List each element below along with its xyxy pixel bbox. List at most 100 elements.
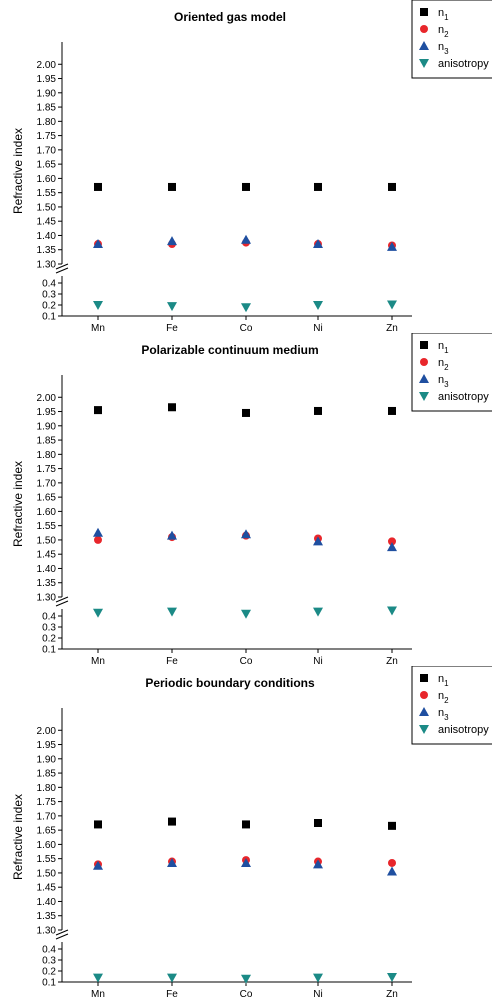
data-point-n2 [388,858,396,867]
data-point-n1 [94,182,102,191]
x-tick-label: Mn [91,656,105,666]
legend-marker-n1 [420,8,428,16]
data-point-n1 [94,820,102,829]
data-point-anisotropy [241,609,251,619]
y-tick-label: 1.45 [37,217,57,228]
data-point-n1 [168,817,176,826]
y-tick-label: 1.60 [37,840,57,851]
chart-svg-3: Periodic boundary conditions 1.30 1.35 1.40… [11,666,492,999]
x-tick-label: Fe [166,989,178,999]
y-tick-label: 1.55 [37,854,57,865]
chart-panel-1: Oriented gas model 1.30 1.35 1.40 1.45 1.50 1.… [0,0,492,333]
y-tick-label: 1.30 [37,593,57,604]
legend-marker-anisotropy [419,392,429,401]
y-tick-label: 0.2 [42,301,56,312]
y-tick-label: 1.50 [37,868,57,879]
y-axis-label: Refractive index [11,461,25,547]
y-tick-label: 1.50 [37,535,57,546]
data-point-anisotropy [387,973,397,983]
axis-break-mark [55,267,69,274]
chart-title: Polarizable continuum medium [141,343,318,357]
y-tick-label: 1.95 [37,740,57,751]
data-point-anisotropy [167,302,177,312]
y-tick-label: 1.30 [37,260,57,271]
data-point-n3 [241,857,251,867]
y-tick-label: 1.50 [37,202,57,213]
legend-marker-n2 [420,25,428,33]
legend-label-n3: n3 [438,374,449,389]
axis-break-mark [55,929,69,936]
y-tick-label: 1.65 [37,160,57,171]
data-point-n1 [242,408,250,417]
x-tick-label: Ni [313,323,322,333]
y-tick-label: 1.70 [37,145,57,156]
data-point-n3 [313,536,323,546]
y-tick-label: 1.45 [37,883,57,894]
x-tick-label: Fe [166,323,178,333]
data-point-n3 [387,241,397,251]
x-tick-label: Zn [386,323,398,333]
y-tick-label: 1.70 [37,811,57,822]
data-point-n1 [168,403,176,412]
y-tick-label: 1.80 [37,783,57,794]
y-tick-label: 1.75 [37,464,57,475]
y-tick-label: 1.90 [37,754,57,765]
y-tick-label: 0.2 [42,967,56,978]
data-point-n1 [314,819,322,827]
x-tick-label: Mn [91,989,105,999]
x-tick-label: Zn [386,656,398,666]
chart-title: Periodic boundary conditions [145,676,315,690]
data-point-anisotropy [241,303,251,313]
legend-label-n3: n3 [438,41,449,56]
x-tick-label: Ni [313,989,322,999]
x-tick-label: Co [240,656,253,666]
y-tick-label: 1.65 [37,493,57,504]
y-tick-label: 1.85 [37,103,57,114]
y-tick-label: 1.90 [37,421,57,432]
y-tick-label: 1.40 [37,231,57,242]
y-tick-label: 1.55 [37,521,57,532]
y-tick-label: 0.3 [42,290,56,301]
y-tick-label: 1.60 [37,174,57,185]
legend-label-n1: n1 [438,7,449,22]
legend-label-anisotropy: anisotropy [438,391,489,403]
y-tick-label: 1.90 [37,88,57,99]
data-point-n1 [388,182,396,191]
y-tick-label: 2.00 [37,60,57,71]
chart-panel-2: Polarizable continuum medium 1.30 1.35 1.40… [0,333,492,666]
data-point-n1 [388,406,396,415]
legend-label-n2: n2 [438,357,449,372]
axis-break-mark [55,933,69,940]
legend-label-n3: n3 [438,707,449,722]
y-tick-label: 0.3 [42,956,56,967]
x-tick-label: Fe [166,656,178,666]
axis-break-mark [55,596,69,603]
y-tick-label: 1.40 [37,897,57,908]
y-tick-label: 1.65 [37,826,57,837]
data-point-n3 [167,857,177,867]
legend-label-n1: n1 [438,673,449,688]
data-point-anisotropy [313,607,323,617]
chart-title: Oriented gas model [174,10,286,24]
x-tick-label: Zn [386,989,398,999]
legend-marker-n2 [420,358,428,366]
data-point-n3 [93,527,103,537]
data-point-anisotropy [93,301,103,310]
y-tick-label: 1.75 [37,131,57,142]
y-tick-label: 1.85 [37,769,57,780]
y-tick-label: 0.3 [42,623,56,634]
data-point-n3 [387,542,397,552]
x-tick-label: Co [240,323,253,333]
y-tick-label: 1.95 [37,74,57,85]
data-point-n3 [167,530,177,540]
data-point-n2 [388,537,396,546]
y-tick-label: 1.70 [37,478,57,489]
legend-marker-n1 [420,341,428,349]
legend-label-anisotropy: anisotropy [438,724,489,736]
axis-break-mark [55,600,69,607]
legend: n1 n2 n3 anisotropy [411,0,492,79]
x-tick-label: Ni [313,656,322,666]
data-point-anisotropy [167,973,177,983]
legend-marker-n1 [420,674,428,682]
